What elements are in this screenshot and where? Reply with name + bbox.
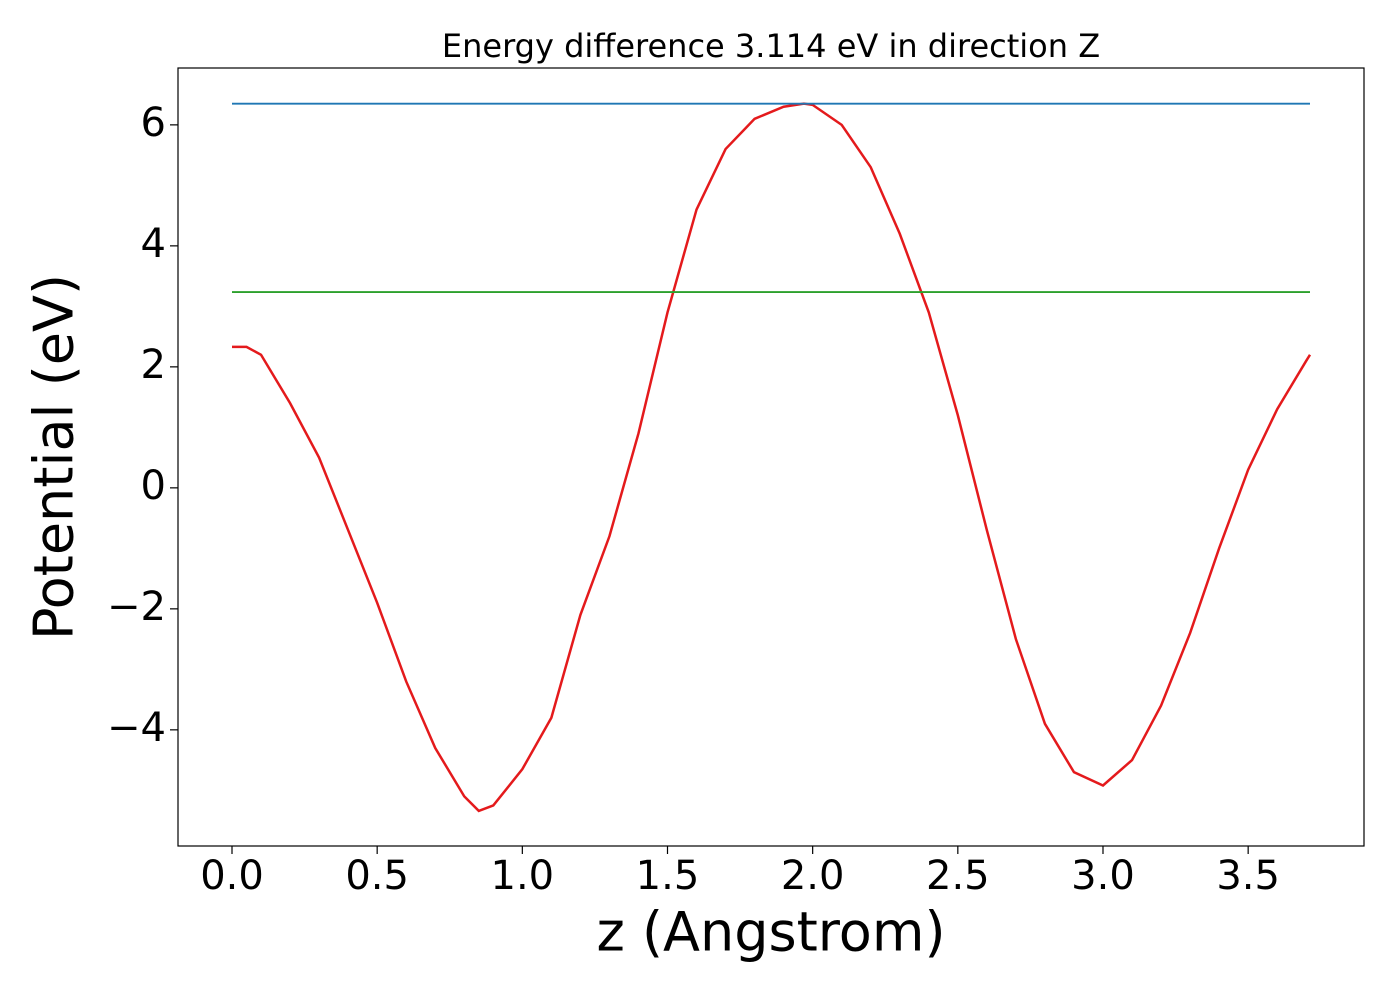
chart-title: Energy difference 3.114 eV in direction …	[442, 27, 1100, 65]
x-tick-label: 0.0	[200, 853, 264, 899]
x-tick-label: 2.0	[781, 853, 845, 899]
plot-frame	[177, 67, 1365, 847]
x-axis-label: z (Angstrom)	[596, 901, 945, 964]
x-tick-label: 2.5	[926, 853, 990, 899]
data-line	[232, 102, 1312, 813]
y-tick-label: −4	[107, 705, 166, 751]
y-axis-label: Potential (eV)	[23, 274, 86, 640]
x-tick-label: 0.5	[345, 853, 409, 899]
x-tick-label: 1.5	[636, 853, 700, 899]
y-tick-label: 6	[141, 100, 166, 146]
y-tick-label: 0	[141, 463, 166, 509]
x-tick-label: 3.5	[1216, 853, 1280, 899]
y-tick-label: 4	[141, 221, 166, 267]
x-tick-label: 1.0	[491, 853, 555, 899]
y-tick-label: −2	[107, 584, 166, 630]
x-tick-label: 3.0	[1071, 853, 1135, 899]
y-tick-label: 2	[141, 342, 166, 388]
